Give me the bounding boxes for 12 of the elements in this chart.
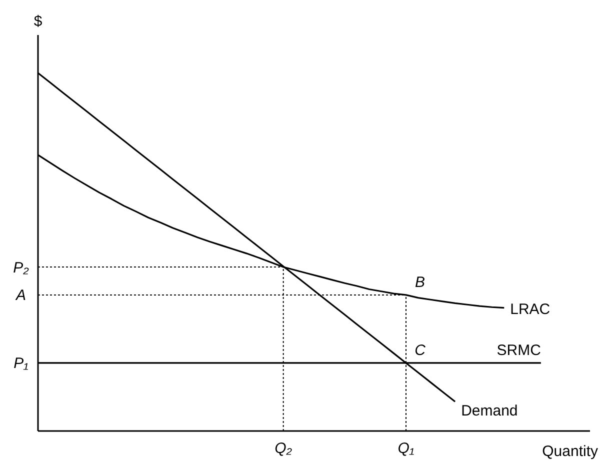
- x-tick-label: Q₂: [274, 440, 292, 457]
- text: P₁: [14, 355, 29, 372]
- series-label: Demand: [461, 402, 518, 420]
- series-label: LRAC: [510, 300, 550, 318]
- y-axis-title: $: [34, 13, 43, 30]
- x-axis-title: Quantity: [542, 443, 598, 460]
- annotation: B: [414, 274, 426, 291]
- annotation: C: [414, 342, 426, 359]
- series-label: SRMC: [496, 342, 542, 359]
- ref-line-label: P₂: [13, 259, 30, 276]
- x-tick-label: Q₁: [398, 440, 414, 457]
- ref-line-label: A: [14, 287, 26, 304]
